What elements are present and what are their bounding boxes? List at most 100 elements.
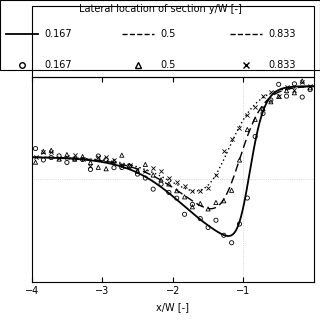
Point xyxy=(49,149,54,154)
Point xyxy=(127,163,132,168)
Point xyxy=(198,188,203,193)
Point xyxy=(300,94,305,100)
Point xyxy=(127,164,132,169)
Point xyxy=(292,87,297,92)
Point xyxy=(205,185,211,190)
Point xyxy=(237,125,242,130)
Point xyxy=(300,78,305,84)
Point xyxy=(260,93,266,99)
Point xyxy=(111,165,116,170)
Point xyxy=(119,153,124,158)
Point xyxy=(252,105,258,110)
Point xyxy=(72,153,77,158)
Point xyxy=(182,194,187,199)
Point xyxy=(284,93,289,99)
Point xyxy=(276,94,281,99)
Point xyxy=(190,202,195,207)
Point xyxy=(64,160,69,165)
Point xyxy=(292,81,297,86)
Point xyxy=(33,146,38,151)
Point xyxy=(308,87,313,92)
Point xyxy=(80,157,85,162)
Point xyxy=(80,157,85,162)
Point xyxy=(245,113,250,118)
Point xyxy=(190,204,195,209)
Point xyxy=(135,166,140,172)
Point xyxy=(292,90,297,95)
Point xyxy=(308,84,313,89)
Point xyxy=(57,156,62,162)
Point xyxy=(268,98,273,103)
Point xyxy=(276,93,281,99)
Point xyxy=(182,212,187,217)
Point xyxy=(158,177,164,182)
Text: 0.833: 0.833 xyxy=(269,60,296,70)
Point xyxy=(205,225,211,230)
Point xyxy=(252,117,258,122)
Point xyxy=(213,172,219,177)
Point xyxy=(284,88,289,93)
Point xyxy=(151,165,156,171)
Point xyxy=(198,201,203,206)
Point xyxy=(268,99,273,104)
Point xyxy=(88,167,93,172)
Point xyxy=(205,206,211,212)
Point xyxy=(88,163,93,168)
Point xyxy=(72,156,77,161)
Text: 0.167: 0.167 xyxy=(45,60,72,70)
Point xyxy=(64,152,69,157)
Text: 0.167: 0.167 xyxy=(45,29,72,39)
Point xyxy=(96,155,101,160)
Point xyxy=(213,218,219,223)
Point xyxy=(221,198,226,203)
Text: 0.5: 0.5 xyxy=(160,60,175,70)
Point xyxy=(166,190,172,195)
Point xyxy=(284,84,289,90)
Point xyxy=(174,180,179,185)
Point xyxy=(221,233,226,238)
Point xyxy=(143,162,148,167)
Point xyxy=(260,111,266,116)
Point xyxy=(182,183,187,188)
Point xyxy=(237,157,242,163)
Point xyxy=(135,169,140,174)
Point xyxy=(229,188,234,193)
Point xyxy=(104,155,109,160)
Point xyxy=(166,175,172,180)
Point xyxy=(174,196,179,201)
Point xyxy=(268,89,273,94)
Text: 0.5: 0.5 xyxy=(160,29,175,39)
Point xyxy=(104,157,109,162)
Point xyxy=(143,175,148,180)
Point xyxy=(88,160,93,165)
Point xyxy=(143,168,148,173)
Point xyxy=(229,137,234,142)
Point xyxy=(72,156,77,162)
Point xyxy=(57,153,62,158)
Point xyxy=(49,155,54,160)
Point xyxy=(221,148,226,154)
Point xyxy=(229,240,234,245)
Point xyxy=(96,165,101,170)
Point xyxy=(158,168,164,173)
Point xyxy=(57,156,62,161)
Point xyxy=(96,154,101,159)
Point xyxy=(33,154,38,159)
Point xyxy=(119,164,124,169)
Point xyxy=(252,134,258,139)
Point xyxy=(166,181,172,187)
Text: 0.833: 0.833 xyxy=(269,29,296,39)
Point xyxy=(111,157,116,163)
Point xyxy=(245,127,250,132)
Point xyxy=(41,149,46,154)
Point xyxy=(119,165,124,170)
Point xyxy=(151,187,156,192)
Point xyxy=(135,172,140,177)
Point xyxy=(41,149,46,155)
Point xyxy=(64,154,69,159)
Point xyxy=(237,221,242,227)
Point xyxy=(111,159,116,164)
Point xyxy=(41,157,46,163)
Point xyxy=(245,196,250,201)
Point xyxy=(260,106,266,111)
